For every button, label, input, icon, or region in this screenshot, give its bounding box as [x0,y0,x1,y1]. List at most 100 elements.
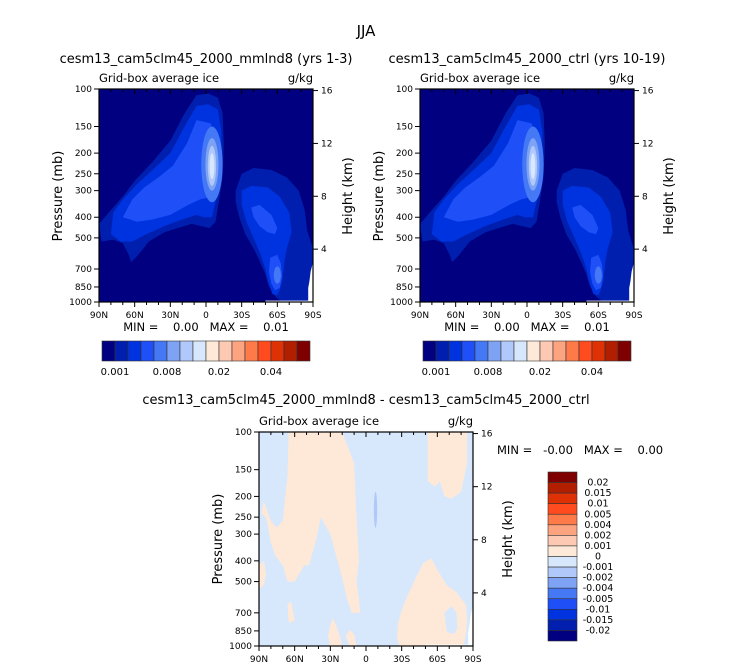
figure-title: JJA [356,22,377,40]
y-tick-label: 250 [75,170,92,180]
colorbar-label: 0.01 [587,499,608,510]
y-tick-label: 200 [235,492,252,502]
y2-tick-label: 8 [481,536,487,546]
contour-level-3 [122,120,216,222]
positive-patch-low-2 [345,629,357,646]
colorbar-box [547,513,578,526]
colorbar-label: 0.02 [208,367,230,378]
colorbar-box [513,340,528,362]
x-tick-label: 0 [203,311,209,321]
missing-data-region [265,262,313,302]
x-tick-label: 30N [161,311,179,321]
colorbar-box [166,340,181,362]
colorbar-box [578,340,593,362]
colorbar-label: 0.001 [584,541,611,552]
y-tick-label: 400 [235,557,252,567]
y2-tick-label: 4 [481,589,487,599]
y2-tick-label: 4 [642,245,648,255]
colorbar-box [547,566,578,578]
y-tick-label: 500 [396,234,413,244]
colorbar-label: -0.004 [583,583,614,594]
y2-tick-label: 12 [321,139,332,149]
contour-level-3-sh-upper [251,204,278,235]
colorbar-box [604,340,619,362]
y2-axis-label: Height (km) [662,157,677,234]
colorbar-box [547,492,578,504]
positive-patch-low-1 [328,618,343,646]
y2-tick-label: 12 [481,483,492,493]
y-tick-label: 700 [396,265,413,275]
colorbar-box [547,556,578,568]
colorbar-box [474,340,489,362]
colorbar-label: 0.04 [260,367,282,378]
y2-tick-label: 8 [642,192,648,202]
x-tick-label: 60S [590,311,607,321]
colorbar-label: 0 [595,552,601,563]
min-max-label: MIN = 0.00 MAX = 0.01 [444,320,610,334]
y2-axis-label: Height (km) [341,157,356,234]
colorbar-box [547,577,578,589]
colorbar-box [547,587,578,600]
colorbar-label: 0.004 [584,520,611,531]
colorbar-box [192,340,207,362]
y-tick-label: 400 [75,213,92,223]
y-tick-label: 850 [396,283,413,293]
colorbar-box [205,340,220,362]
missing-data-region [586,262,634,302]
colorbar-label: 0.001 [422,367,451,378]
colorbar-label: 0.008 [474,367,503,378]
colorbar-box [296,340,311,362]
x-tick-label: 60S [269,311,286,321]
colorbar-box [231,340,246,362]
colorbar-box [547,619,578,631]
panel-title: cesm13_cam5clm45_2000_ctrl (yrs 10-19) [389,52,666,67]
x-tick-label: 90S [625,311,642,321]
panel-mmlnd8: cesm13_cam5clm45_2000_mmlnd8 (yrs 1-3) G… [51,52,356,334]
colorbar-label: 0.005 [584,509,611,520]
colorbar-box [461,340,476,362]
y-tick-label: 1000 [69,298,92,308]
colorbar-box [547,471,578,483]
y-tick-label: 300 [235,530,252,540]
contour-level-4-sh [273,266,281,284]
y-axis-label: Pressure (mb) [211,494,226,585]
x-tick-label: 90S [304,311,321,321]
min-max-label: MIN = -0.00 MAX = 0.00 [497,443,663,457]
contour-plot: 90N 60N 30N 0 30S 60S 90S 100 150 200 250 300 400 500… [229,428,493,665]
left-subtitle: Grid-box average ice [99,71,219,85]
contour-plot: 90N 60N 30N 0 30S 60S 90S 100 150 200 250 300 400 500… [69,85,333,321]
y-tick-label: 850 [75,283,92,293]
contour-level-7 [530,153,536,180]
x-tick-label: 30S [393,655,410,665]
y-tick-label: 500 [75,234,92,244]
contour-level-3 [443,120,537,222]
colorbar-label: 0.008 [153,367,182,378]
colorbar-label: 0.015 [584,488,611,499]
x-tick-label: 60N [447,311,465,321]
colorbar-box [435,340,450,362]
contour-level-7 [209,153,215,180]
x-tick-label: 90N [90,311,108,321]
colorbar-box [500,340,515,362]
colorbar-box [283,340,298,362]
colorbar-box [140,340,155,362]
y-tick-label: 850 [235,627,252,637]
x-tick-label: 60N [286,655,304,665]
colorbar-box [244,340,259,362]
colorbar-box [153,340,168,362]
y-tick-label: 300 [75,187,92,197]
colorbar-panel-ctrl: 0.001 0.008 0.02 0.04 [422,340,632,378]
colorbar-label: -0.015 [583,615,614,626]
colorbar-label: 0.02 [587,478,608,489]
y2-tick-label: 16 [321,87,333,97]
colorbar-box [547,545,578,557]
contour-plot: 90N 60N 30N 0 30S 60S 90S 100 150 200 250 300 400 500… [390,85,654,321]
colorbar-box [270,340,285,362]
colorbar-box [565,340,580,362]
x-tick-label: 0 [524,311,530,321]
y-tick-label: 250 [396,170,413,180]
x-tick-label: 0 [363,655,369,665]
y2-tick-label: 16 [481,430,493,440]
negative-spot-tropics [373,491,378,528]
colorbar-box [547,535,578,547]
